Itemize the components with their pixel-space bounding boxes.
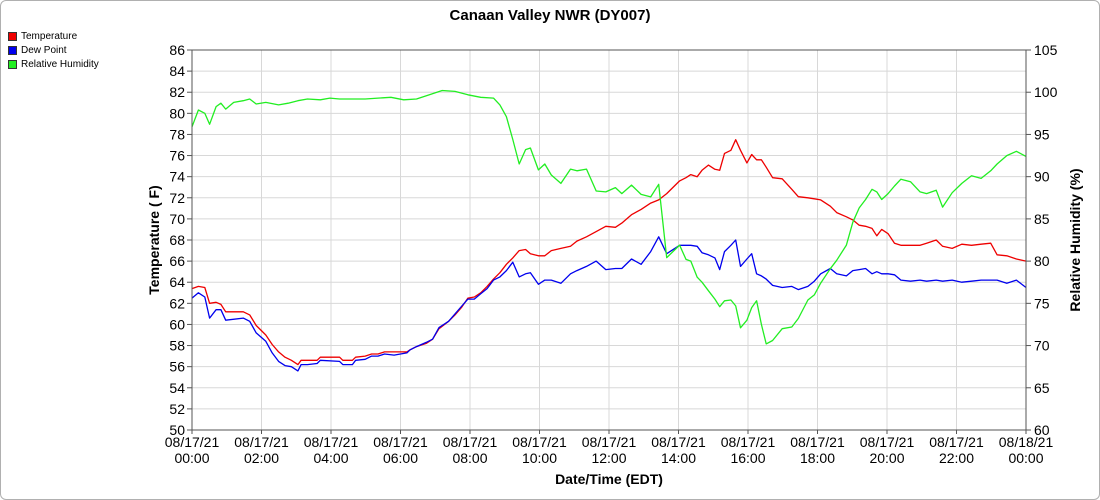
y-tick-label: 86 (169, 42, 185, 58)
y-tick-label: 84 (169, 63, 185, 79)
y-tick-label: 78 (169, 126, 185, 142)
legend: Temperature Dew Point Relative Humidity (8, 29, 99, 71)
x-tick-date-label: 08/17/21 (234, 434, 289, 450)
x-tick-date-label: 08/17/21 (165, 434, 220, 450)
series-line-relative-humidity (191, 89, 1027, 345)
x-tick-date-label: 08/17/21 (582, 434, 637, 450)
y-tick-label: 76 (169, 148, 185, 164)
y-tick-label: 72 (169, 190, 185, 206)
y2-tick-label: 95 (1034, 126, 1050, 142)
y2-tick-label: 70 (1034, 338, 1050, 354)
y-tick-label: 70 (169, 211, 185, 227)
y-axis-right-ticks: 60 65 70 75 80 85 90 95 100 105 (1026, 42, 1058, 438)
y2-tick-label: 80 (1034, 253, 1050, 269)
y-axis-left-label: Temperature ( F) (146, 185, 162, 294)
legend-item-relative-humidity: Relative Humidity (8, 57, 99, 71)
x-tick-date-label: 08/17/21 (929, 434, 984, 450)
x-tick-time-label: 04:00 (313, 450, 348, 466)
legend-item-dew-point: Dew Point (8, 43, 99, 57)
y-tick-label: 82 (169, 84, 185, 100)
y-tick-label: 60 (169, 316, 185, 332)
x-tick-time-label: 02:00 (244, 450, 279, 466)
x-axis-ticks: 08/17/2100:0008/17/2102:0008/17/2104:000… (165, 430, 1054, 466)
series-line-temperature (191, 139, 1027, 366)
y-tick-label: 66 (169, 253, 185, 269)
x-tick-time-label: 10:00 (522, 450, 557, 466)
x-tick-date-label: 08/17/21 (373, 434, 428, 450)
x-tick-time-label: 16:00 (730, 450, 765, 466)
y-tick-label: 54 (169, 380, 185, 396)
x-tick-time-label: 08:00 (452, 450, 487, 466)
y-tick-label: 52 (169, 401, 185, 417)
y-tick-label: 64 (169, 274, 185, 290)
chart-title: Canaan Valley NWR (DY007) (450, 7, 651, 24)
grid (191, 49, 1027, 431)
y2-tick-label: 90 (1034, 169, 1050, 185)
x-tick-time-label: 00:00 (174, 450, 209, 466)
y2-tick-label: 105 (1034, 42, 1058, 58)
x-tick-date-label: 08/17/21 (790, 434, 845, 450)
x-tick-time-label: 14:00 (661, 450, 696, 466)
y2-tick-label: 65 (1034, 380, 1050, 396)
y-tick-label: 74 (169, 169, 185, 185)
legend-label-temperature: Temperature (21, 30, 78, 42)
series-lines (191, 89, 1027, 372)
y-tick-label: 80 (169, 105, 185, 121)
x-axis-label: Date/Time (EDT) (555, 471, 663, 487)
x-tick-time-label: 06:00 (383, 450, 418, 466)
x-tick-time-label: 22:00 (939, 450, 974, 466)
y-axis-left-ticks: 50 52 54 56 58 60 62 64 66 68 70 72 74 76 78 80 82 84 86 (169, 42, 192, 438)
series-line-dew-point (191, 236, 1027, 372)
y-tick-label: 50 (169, 422, 185, 438)
x-tick-date-label: 08/18/21 (999, 434, 1054, 450)
x-tick-date-label: 08/17/21 (443, 434, 498, 450)
legend-item-temperature: Temperature (8, 29, 99, 43)
x-tick-date-label: 08/17/21 (721, 434, 776, 450)
x-tick-time-label: 12:00 (591, 450, 626, 466)
y-tick-label: 68 (169, 232, 185, 248)
y2-tick-label: 60 (1034, 422, 1050, 438)
x-tick-time-label: 00:00 (1008, 450, 1043, 466)
legend-swatch-temperature (8, 31, 17, 41)
x-tick-date-label: 08/17/21 (512, 434, 567, 450)
legend-swatch-dew-point (8, 45, 17, 55)
legend-label-relative-humidity: Relative Humidity (21, 58, 99, 70)
y-axis-right-label: Relative Humidity (%) (1067, 168, 1083, 311)
x-tick-date-label: 08/17/21 (860, 434, 915, 450)
y2-tick-label: 75 (1034, 295, 1050, 311)
y-tick-label: 56 (169, 359, 185, 375)
legend-label-dew-point: Dew Point (21, 44, 67, 56)
x-tick-time-label: 18:00 (800, 450, 835, 466)
legend-swatch-relative-humidity (8, 59, 17, 69)
y-tick-label: 62 (169, 295, 185, 311)
y2-tick-label: 85 (1034, 211, 1050, 227)
y-tick-label: 58 (169, 338, 185, 354)
x-tick-date-label: 08/17/21 (651, 434, 706, 450)
y2-tick-label: 100 (1034, 84, 1058, 100)
x-tick-time-label: 20:00 (869, 450, 904, 466)
x-tick-date-label: 08/17/21 (304, 434, 359, 450)
